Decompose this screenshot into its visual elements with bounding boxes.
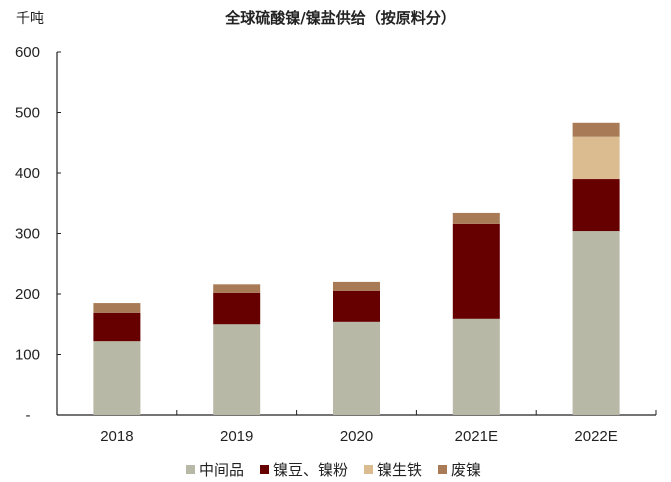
bar-segment [572, 122, 620, 137]
bar-segment [333, 290, 380, 322]
legend-item-scrap: 废镍 [438, 459, 481, 480]
y-tick-label: 200 [15, 286, 40, 303]
legend-swatch [260, 465, 270, 474]
chart-title: 全球硫酸镍/镍盐供给（按原料分） [225, 9, 456, 27]
legend-swatch [364, 465, 374, 474]
x-tick-label: 2022E [574, 428, 617, 445]
x-tick-label: 2021E [455, 428, 498, 445]
bar-segment [572, 136, 620, 180]
x-tick-label: 2019 [220, 428, 253, 445]
x-tick-label: 2018 [100, 428, 133, 445]
bar-segment [452, 212, 500, 224]
x-tick-label: 2020 [340, 428, 373, 445]
bar-segment [572, 179, 620, 232]
legend: 中间品 镍豆、镍粉 镍生铁 废镍 [186, 459, 481, 480]
legend-item-intermediate: 中间品 [186, 459, 244, 480]
bar-segment [93, 303, 141, 313]
bar-segment [213, 324, 261, 415]
y-tick-label: 300 [15, 226, 40, 243]
bar-segment [333, 281, 380, 291]
y-tick-label: 100 [15, 347, 40, 364]
legend-swatch [438, 465, 448, 474]
bar-segment [213, 292, 261, 325]
legend-item-nickel-bean-powder: 镍豆、镍粉 [260, 459, 348, 480]
legend-swatch [186, 465, 195, 474]
y-axis-unit: 千吨 [16, 11, 44, 27]
y-tick-label: 400 [15, 165, 40, 182]
y-tick-label: 600 [15, 44, 40, 61]
y-tick-label: 500 [15, 105, 40, 122]
bar-segment [93, 341, 141, 415]
bar-segment [452, 318, 500, 415]
bar-segment [213, 284, 261, 293]
bar-segment [93, 312, 141, 342]
bar-segment [452, 223, 500, 319]
bar-segment [333, 321, 380, 415]
y-tick-label: - [26, 407, 31, 424]
legend-item-npi: 镍生铁 [364, 459, 422, 480]
bar-segment [572, 231, 620, 415]
